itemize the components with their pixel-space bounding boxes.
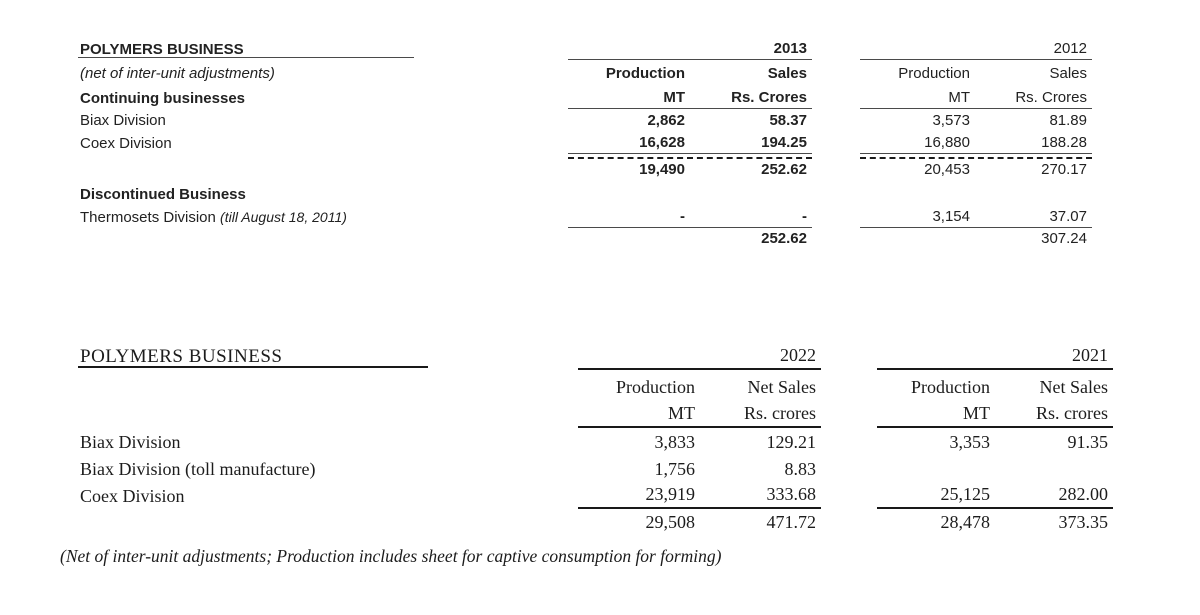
- mt-unit-2012: MT: [860, 89, 975, 109]
- division-label: Biax Division: [80, 432, 181, 452]
- thermosets-note: (till August 18, 2011): [220, 209, 347, 225]
- production-total-2021: 28,478: [940, 512, 991, 532]
- net-sales-total-2022: 471.72: [766, 512, 817, 532]
- polymers-table-2013: POLYMERS BUSINESS 2013 2012 (net of inte…: [78, 38, 1092, 249]
- table-row-thermosets: Thermosets Division (till August 18, 201…: [80, 203, 1092, 228]
- net-sales-value-2022: 129.21: [766, 432, 817, 452]
- production-total-2012: 20,453: [924, 161, 970, 178]
- crores-unit-2022: Rs. crores: [700, 403, 821, 428]
- crores-unit-2021: Rs. crores: [995, 403, 1113, 428]
- production-value-2022: 1,756: [654, 459, 696, 479]
- production-total-2022: 29,508: [645, 512, 696, 532]
- production-value-2013: -: [568, 208, 690, 228]
- dashed-rule-2013: [568, 157, 812, 159]
- production-value-2021: 3,353: [949, 432, 991, 452]
- table-row-total: 29,508 471.72 28,478 373.35: [80, 509, 1113, 535]
- sales-header-2013: Sales: [767, 65, 807, 82]
- net-sales-header-2021: Net Sales: [1039, 377, 1108, 397]
- year-current-header: 2022: [578, 345, 821, 370]
- sales-value-2013: 194.25: [690, 134, 812, 154]
- table-title: POLYMERS BUSINESS: [80, 346, 283, 367]
- table-row-grand-total: 252.62 307.24: [80, 228, 1092, 249]
- polymers-table-2022: POLYMERS BUSINESS 2022 2021 Production N…: [78, 344, 1113, 535]
- grand-total-sales-2013: 252.62: [761, 230, 807, 247]
- sales-total-2012: 270.17: [1041, 161, 1087, 178]
- table-row-continuing-total: 19,490 252.62 20,453 270.17: [80, 159, 1092, 180]
- production-header-2021: Production: [911, 377, 990, 397]
- grand-total-sales-2012: 307.24: [1041, 230, 1087, 247]
- division-label: Biax Division (toll manufacture): [80, 459, 316, 479]
- division-label: Coex Division: [80, 135, 172, 152]
- sales-value-2013: 58.37: [769, 112, 807, 129]
- continuing-section-label: Continuing businesses: [80, 90, 246, 107]
- table-row-coex: Coex Division 16,628 194.25 16,880 188.2…: [80, 131, 1092, 154]
- thermosets-label: Thermosets Division: [80, 209, 216, 226]
- net-sales-value-2021: 91.35: [1067, 432, 1109, 452]
- table-title: POLYMERS BUSINESS: [80, 41, 244, 58]
- table-row-biax: Biax Division 3,833 129.21 3,353 91.35: [80, 428, 1113, 455]
- year-prior-header: 2012: [860, 40, 1092, 60]
- table-row: POLYMERS BUSINESS 2013 2012: [78, 38, 1092, 60]
- table-row-biax: Biax Division 2,862 58.37 3,573 81.89: [80, 109, 1092, 131]
- table-row: (net of inter-unit adjustments) Producti…: [80, 60, 1092, 84]
- table-subtitle: (net of inter-unit adjustments): [80, 65, 275, 82]
- table-row: Production Net Sales Production Net Sale…: [80, 370, 1113, 400]
- sales-value-2013: -: [690, 208, 812, 228]
- division-label: Coex Division: [80, 486, 185, 506]
- title-underline: [78, 57, 414, 58]
- sales-header-2012: Sales: [1049, 65, 1087, 82]
- sales-value-2012: 81.89: [1049, 112, 1087, 129]
- discontinued-section-label: Discontinued Business: [80, 186, 246, 203]
- net-sales-header-2022: Net Sales: [747, 377, 816, 397]
- production-header-2012: Production: [898, 65, 970, 82]
- sales-value-2012: 37.07: [975, 208, 1092, 228]
- production-header-2013: Production: [605, 65, 685, 82]
- crores-unit-2013: Rs. Crores: [690, 89, 812, 109]
- table-row: POLYMERS BUSINESS 2022 2021: [78, 344, 1113, 370]
- dashed-rule-row: [80, 154, 1092, 159]
- net-sales-value-2021: 282.00: [995, 484, 1113, 509]
- production-value-2013: 16,628: [568, 134, 690, 154]
- table-row: Discontinued Business: [80, 186, 1092, 203]
- net-sales-value-2022: 333.68: [700, 484, 821, 509]
- net-sales-value-2022: 8.83: [784, 459, 817, 479]
- net-sales-value-2021: [995, 480, 1113, 482]
- production-value-2021: 25,125: [877, 484, 995, 509]
- dashed-rule-2012: [860, 157, 1092, 159]
- mt-unit-2021: MT: [877, 403, 995, 428]
- production-value-2012: 16,880: [860, 134, 975, 154]
- division-label: Biax Division: [80, 112, 166, 129]
- mt-unit-2013: MT: [568, 89, 690, 109]
- net-sales-total-2021: 373.35: [1058, 512, 1109, 532]
- sales-total-2013: 252.62: [761, 161, 807, 178]
- production-value-2022: 23,919: [578, 484, 700, 509]
- production-value-2021: [877, 480, 995, 482]
- production-header-2022: Production: [616, 377, 695, 397]
- title-underline: [78, 366, 428, 368]
- year-prior-header: 2021: [877, 345, 1113, 370]
- mt-unit-2022: MT: [578, 403, 700, 428]
- table-row: MT Rs. crores MT Rs. crores: [80, 400, 1113, 428]
- table-row: Continuing businesses MT Rs. Crores MT R…: [80, 84, 1092, 109]
- division-label: Thermosets Division (till August 18, 201…: [80, 209, 540, 228]
- table-footnote: (Net of inter-unit adjustments; Producti…: [60, 546, 722, 566]
- sales-value-2012: 188.28: [975, 134, 1092, 154]
- production-value-2012: 3,573: [932, 112, 970, 129]
- production-total-2013: 19,490: [639, 161, 685, 178]
- table-row-coex: Coex Division 23,919 333.68 25,125 282.0…: [80, 482, 1113, 509]
- table-title-cell: POLYMERS BUSINESS: [78, 346, 538, 370]
- production-value-2013: 2,862: [647, 112, 685, 129]
- production-value-2012: 3,154: [860, 208, 975, 228]
- table-title-cell: POLYMERS BUSINESS: [78, 41, 540, 60]
- table-row-biax-toll: Biax Division (toll manufacture) 1,756 8…: [80, 455, 1113, 482]
- production-value-2022: 3,833: [654, 432, 696, 452]
- year-current-header: 2013: [568, 40, 812, 60]
- crores-unit-2012: Rs. Crores: [975, 89, 1092, 109]
